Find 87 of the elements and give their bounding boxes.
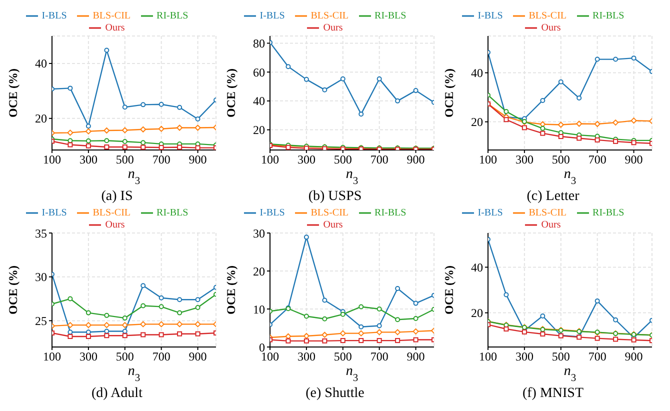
x-tick-label: 100 xyxy=(261,152,279,167)
text: (e) Shuttle xyxy=(304,385,366,402)
x-tick-label: 500 xyxy=(552,350,570,364)
legend-label: Ours xyxy=(323,22,343,34)
legend-label: RI-BLS xyxy=(156,207,188,218)
x-tick-label: 700 xyxy=(588,350,606,364)
y-tick-label: 20 xyxy=(471,306,483,320)
x-tick-label: 100 xyxy=(43,350,61,364)
y-tick-label: 10 xyxy=(253,302,265,316)
x-tick-label: 700 xyxy=(370,152,388,167)
legend-label: Ours xyxy=(105,219,125,230)
text: (f) MNIST xyxy=(521,385,585,402)
x-tick-label: 900 xyxy=(406,152,425,167)
x-axis-title: n$_{3}$ xyxy=(128,364,140,384)
x-tick-label: 300 xyxy=(79,152,98,167)
x-tick-label: 100 xyxy=(479,350,497,364)
x-tick-label: 100 xyxy=(479,152,497,167)
y-tick-label: 40 xyxy=(253,94,265,108)
x-tick-label: 900 xyxy=(406,350,425,364)
y-tick-label: 40 xyxy=(471,260,483,274)
legend-label: RI-BLS xyxy=(374,10,406,22)
x-tick-label: 700 xyxy=(152,152,170,167)
legend-label: I-BLS xyxy=(478,207,503,218)
y-tick-label: 80 xyxy=(253,36,265,50)
x-tick-label: 900 xyxy=(188,152,207,167)
y-tick-label: 60 xyxy=(253,65,265,80)
x-tick-label: 900 xyxy=(624,350,643,364)
y-tick-label: 20 xyxy=(253,264,265,278)
x-axis-title: n$_{3}$ xyxy=(564,364,576,384)
legend-label: RI-BLS xyxy=(592,10,624,22)
y-axis-title: OCE (%) xyxy=(442,68,456,118)
x-tick-label: 300 xyxy=(297,152,316,167)
y-tick-label: 25 xyxy=(35,314,47,328)
x-tick-label: 900 xyxy=(624,152,643,167)
x-tick-label: 900 xyxy=(188,350,207,364)
legend-label: RI-BLS xyxy=(156,10,188,22)
x-tick-label: 300 xyxy=(297,350,316,364)
legend-label: RI-BLS xyxy=(374,207,406,218)
x-tick-label: 500 xyxy=(116,350,134,364)
x-tick-label: 700 xyxy=(370,350,388,364)
text: (d) Adult xyxy=(90,385,144,402)
legend-label: BLS-CIL xyxy=(528,10,567,22)
y-tick-label: 40 xyxy=(471,66,483,80)
legend-label: Ours xyxy=(541,219,561,230)
x-tick-label: 500 xyxy=(334,350,352,364)
x-tick-label: 100 xyxy=(43,152,61,167)
x-axis-title: n$_{3}$ xyxy=(346,167,358,186)
x-axis-title: n$_{3}$ xyxy=(128,167,140,186)
legend-label: Ours xyxy=(541,22,561,34)
text: (b) USPS xyxy=(307,188,363,205)
x-tick-label: 700 xyxy=(588,152,606,167)
y-tick-label: 30 xyxy=(253,226,265,240)
y-axis-title: OCE (%) xyxy=(224,68,238,118)
x-tick-label: 500 xyxy=(116,152,134,167)
legend-label: BLS-CIL xyxy=(528,207,567,218)
legend-label: BLS-CIL xyxy=(92,207,131,218)
text: (c) Letter xyxy=(526,188,580,205)
x-tick-label: 300 xyxy=(515,152,534,167)
y-tick-label: 35 xyxy=(35,226,47,240)
y-axis-title: OCE (%) xyxy=(224,266,238,314)
y-tick-label: 20 xyxy=(35,112,47,126)
y-axis-title: OCE (%) xyxy=(6,68,20,118)
legend-label: I-BLS xyxy=(478,10,503,22)
legend-label: I-BLS xyxy=(260,207,285,218)
x-axis-title: n$_{3}$ xyxy=(564,167,576,186)
legend-label: BLS-CIL xyxy=(92,10,131,22)
x-axis-title: n$_{3}$ xyxy=(346,364,358,384)
y-axis-title: OCE (%) xyxy=(442,266,456,314)
x-tick-label: 300 xyxy=(515,350,534,364)
text: (a) IS xyxy=(100,188,134,205)
x-tick-label: 500 xyxy=(552,152,570,167)
y-tick-label: 20 xyxy=(253,123,265,138)
y-tick-label: 40 xyxy=(35,56,47,71)
y-axis-title: OCE (%) xyxy=(6,266,20,314)
legend-label: Ours xyxy=(323,219,343,230)
legend-label: I-BLS xyxy=(42,10,67,22)
legend-label: I-BLS xyxy=(260,10,285,22)
legend-label: I-BLS xyxy=(42,207,67,218)
y-tick-label: 20 xyxy=(471,115,483,130)
legend-label: BLS-CIL xyxy=(310,207,349,218)
x-tick-label: 500 xyxy=(334,152,352,167)
x-tick-label: 700 xyxy=(152,350,170,364)
x-tick-label: 300 xyxy=(79,350,98,364)
y-tick-label: 30 xyxy=(35,270,47,284)
legend-label: RI-BLS xyxy=(592,207,624,218)
legend-label: Ours xyxy=(105,22,125,34)
legend-label: BLS-CIL xyxy=(310,10,349,22)
